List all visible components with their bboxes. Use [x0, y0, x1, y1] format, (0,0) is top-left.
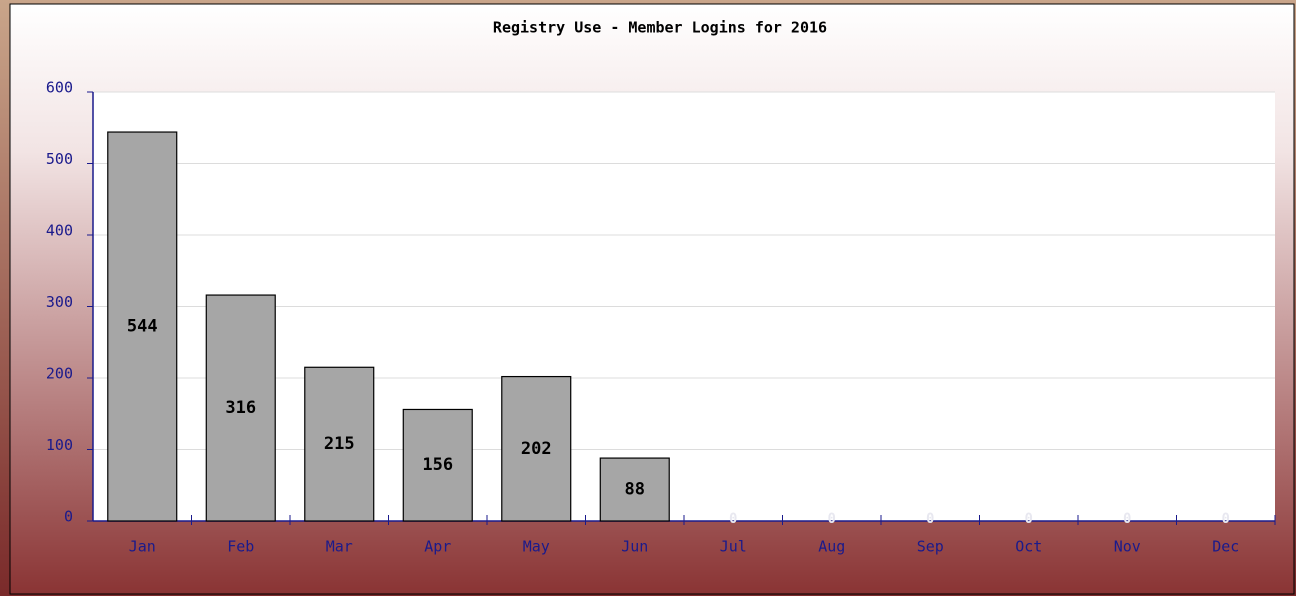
y-tick-label: 400 [46, 222, 73, 240]
chart-title: Registry Use - Member Logins for 2016 [493, 19, 827, 37]
bar [205, 294, 276, 522]
x-tick-label: Feb [227, 538, 254, 556]
bar [402, 408, 473, 522]
y-tick-label: 200 [46, 365, 73, 383]
y-tick-label: 500 [46, 150, 73, 168]
value-label: 202 [521, 439, 552, 459]
bar [501, 375, 572, 522]
bar [599, 457, 670, 522]
value-label: 0 [1025, 511, 1033, 527]
value-label: 215 [324, 434, 355, 454]
x-tick-label: Jun [621, 538, 648, 556]
value-label: 156 [422, 455, 453, 475]
value-label: 0 [828, 511, 836, 527]
value-label: 544 [127, 317, 158, 337]
bar [304, 366, 375, 522]
value-label: 88 [625, 480, 645, 500]
x-tick-label: Nov [1114, 538, 1141, 556]
x-tick-label: May [523, 538, 550, 556]
x-tick-label: Sep [917, 538, 944, 556]
y-tick-label: 600 [46, 79, 73, 97]
value-label: 0 [729, 511, 737, 527]
y-tick-label: 0 [64, 508, 73, 526]
value-label: 316 [225, 398, 256, 418]
x-tick-label: Jan [129, 538, 156, 556]
value-label: 0 [1222, 511, 1230, 527]
x-tick-label: Mar [326, 538, 353, 556]
value-label: 0 [1123, 511, 1131, 527]
x-tick-label: Apr [424, 538, 451, 556]
bar [107, 131, 178, 522]
x-tick-label: Dec [1212, 538, 1239, 556]
x-tick-label: Aug [818, 538, 845, 556]
x-tick-label: Oct [1015, 538, 1042, 556]
value-label: 0 [926, 511, 934, 527]
y-tick-label: 300 [46, 293, 73, 311]
x-tick-label: Jul [720, 538, 747, 556]
y-tick-label: 100 [46, 436, 73, 454]
